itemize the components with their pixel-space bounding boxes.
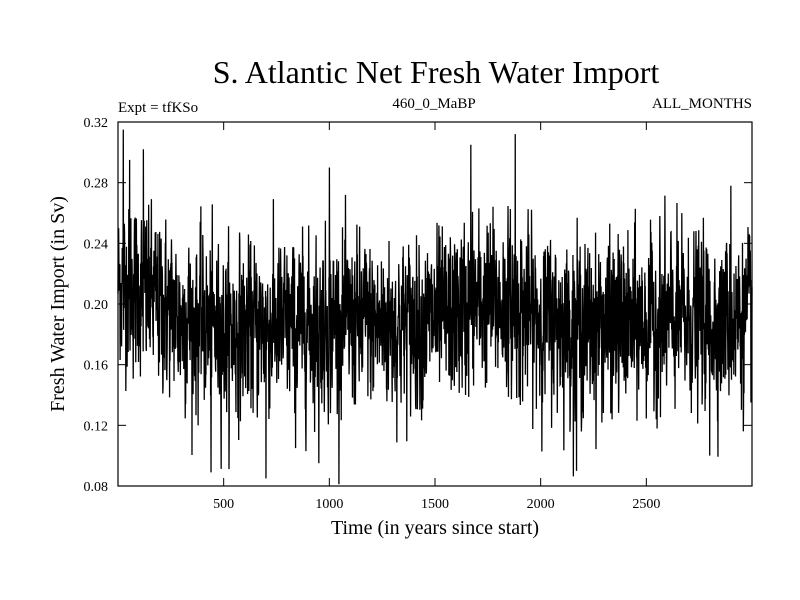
subtitle-period: 460_0_MaBP [392,96,475,112]
y-axis-label: Fresh Water Import (in Sv) [47,196,69,412]
x-tick-label: 2000 [527,497,555,512]
y-tick-label: 0.24 [84,237,109,252]
x-tick-label: 1500 [421,497,449,512]
x-tick-label: 2500 [632,497,660,512]
plot-frame [117,121,753,487]
y-tick-label: 0.32 [84,116,109,131]
x-tick-label: 1000 [315,497,343,512]
subtitle-experiment: Expt = tfKSo [118,100,198,116]
chart-title: S. Atlantic Net Fresh Water Import [213,54,660,90]
y-tick-label: 0.12 [84,419,109,434]
y-tick-label: 0.08 [84,480,109,495]
y-tick-label: 0.28 [84,177,109,192]
y-tick-label: 0.20 [84,298,109,313]
x-axis-label: Time (in years since start) [331,517,539,539]
series-line [117,129,753,485]
subtitle-months: ALL_MONTHS [652,96,752,112]
x-tick-label: 500 [213,497,234,512]
x-axis: 500 1000 1500 2000 2500 [213,122,660,512]
y-tick-label: 0.16 [84,359,109,374]
